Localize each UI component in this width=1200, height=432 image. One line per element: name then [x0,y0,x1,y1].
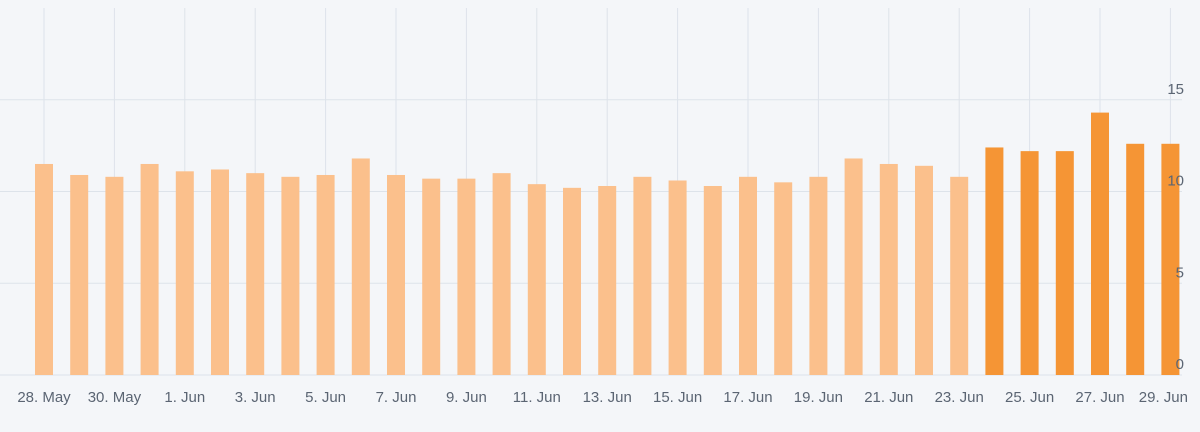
x-tick-label: 7. Jun [376,389,417,406]
bar[interactable] [1161,143,1180,375]
x-tick-label: 23. Jun [935,389,984,406]
bar[interactable] [774,182,793,375]
bar[interactable] [809,176,828,375]
bar[interactable] [703,185,722,375]
bar[interactable] [1126,143,1145,375]
bar[interactable] [844,158,863,375]
x-tick-label: 11. Jun [513,389,561,406]
x-tick-label: 21. Jun [864,389,913,406]
x-tick-label: 29. Jun [1139,389,1188,406]
bar[interactable] [598,185,617,375]
bar[interactable] [492,173,511,375]
y-tick-label: 10 [1167,173,1184,190]
bar[interactable] [246,173,265,375]
bar[interactable] [70,174,89,375]
bar[interactable] [281,176,300,375]
bar[interactable] [175,171,194,375]
bar[interactable] [1055,151,1074,375]
y-tick-label: 5 [1176,264,1184,281]
y-tick-label: 0 [1176,356,1184,373]
bars [35,112,1180,375]
x-axis-tick-labels: 28. May 30. May 1. Jun 3. Jun 5. Jun 7. Jun 9.… [17,389,1188,406]
bar[interactable] [915,165,933,375]
x-tick-label: 27. Jun [1075,389,1124,406]
bar[interactable] [316,174,335,375]
bar[interactable] [950,176,969,375]
x-tick-label: 9. Jun [446,389,487,406]
bar[interactable] [457,178,476,375]
bar[interactable] [387,174,405,375]
bar[interactable] [1020,151,1039,375]
x-tick-label: 30. May [88,389,142,406]
x-tick-label: 1. Jun [164,389,205,406]
bar[interactable] [668,180,687,375]
bar[interactable] [1091,112,1109,375]
x-tick-label: 28. May [17,389,71,406]
bar[interactable] [527,184,546,375]
bar[interactable] [985,147,1004,375]
x-tick-label: 15. Jun [653,389,702,406]
bar[interactable] [351,158,370,375]
bar[interactable] [35,163,53,375]
x-tick-label: 5. Jun [305,389,346,406]
x-tick-label: 3. Jun [235,389,276,406]
bar[interactable] [140,163,159,375]
y-axis-tick-labels: 0 5 10 15 [1167,81,1184,373]
bar[interactable] [879,163,898,375]
bar[interactable] [633,176,652,375]
y-tick-label: 15 [1167,81,1184,98]
bar[interactable] [211,169,229,375]
x-tick-label: 13. Jun [583,389,632,406]
x-tick-label: 17. Jun [723,389,772,406]
x-tick-label: 25. Jun [1005,389,1054,406]
bar[interactable] [105,176,124,375]
bar[interactable] [739,176,757,375]
x-tick-label: 19. Jun [794,389,843,406]
bar[interactable] [422,178,441,375]
bar[interactable] [563,187,581,375]
